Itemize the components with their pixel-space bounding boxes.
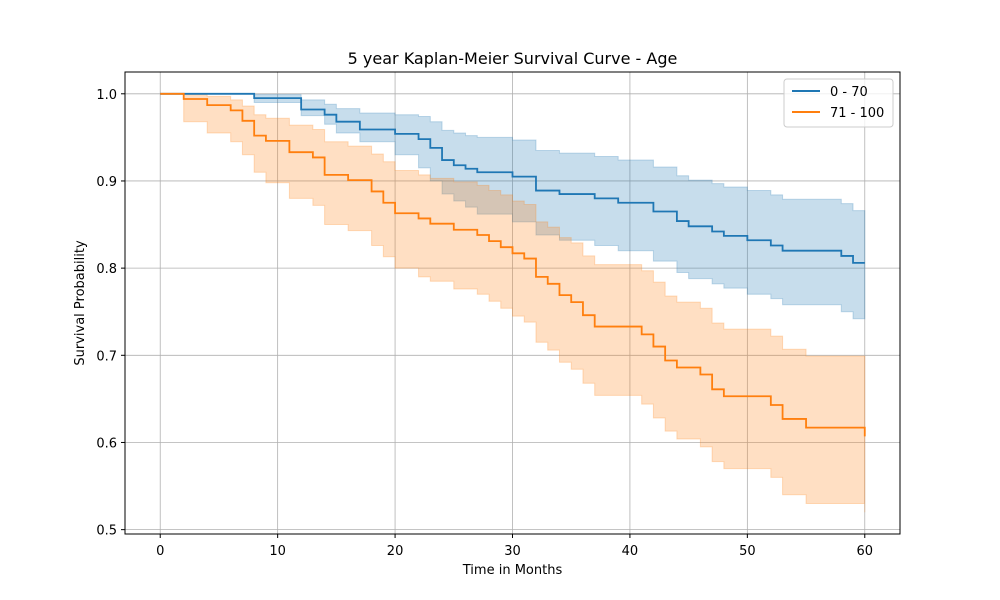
- chart-title: 5 year Kaplan-Meier Survival Curve - Age: [348, 49, 678, 68]
- x-tick-label: 30: [504, 544, 521, 559]
- confidence-band-series-2: [160, 93, 866, 513]
- x-axis-label: Time in Months: [462, 563, 563, 578]
- y-tick-label: 0.6: [96, 436, 117, 451]
- x-tick-label: 40: [622, 544, 639, 559]
- axis-ticks: 0 10 20 30 40 50 60 0.5 0.6 0.7 0.8 0.9 1.0: [96, 88, 873, 559]
- grid: [125, 72, 900, 534]
- survival-curves: [160, 92, 866, 437]
- legend-label-series-1: 0 - 70: [830, 85, 868, 100]
- survival-curve-series-1: [160, 92, 865, 264]
- x-tick-label: 10: [269, 544, 286, 559]
- legend-label-series-2: 71 - 100: [830, 106, 884, 121]
- x-tick-label: 50: [739, 544, 756, 559]
- y-tick-label: 0.8: [96, 262, 117, 277]
- x-tick-label: 0: [156, 544, 164, 559]
- legend: 0 - 70 71 - 100: [783, 78, 894, 128]
- y-tick-label: 0.5: [96, 524, 117, 539]
- y-tick-label: 0.9: [96, 175, 117, 190]
- x-tick-label: 20: [387, 544, 404, 559]
- y-tick-label: 1.0: [96, 88, 117, 103]
- confidence-bands: [160, 93, 866, 513]
- y-tick-label: 0.7: [96, 349, 117, 364]
- confidence-band-series-1: [160, 93, 866, 320]
- y-axis-label: Survival Probability: [73, 240, 88, 366]
- x-tick-label: 60: [856, 544, 873, 559]
- survival-curve-series-2: [160, 92, 866, 437]
